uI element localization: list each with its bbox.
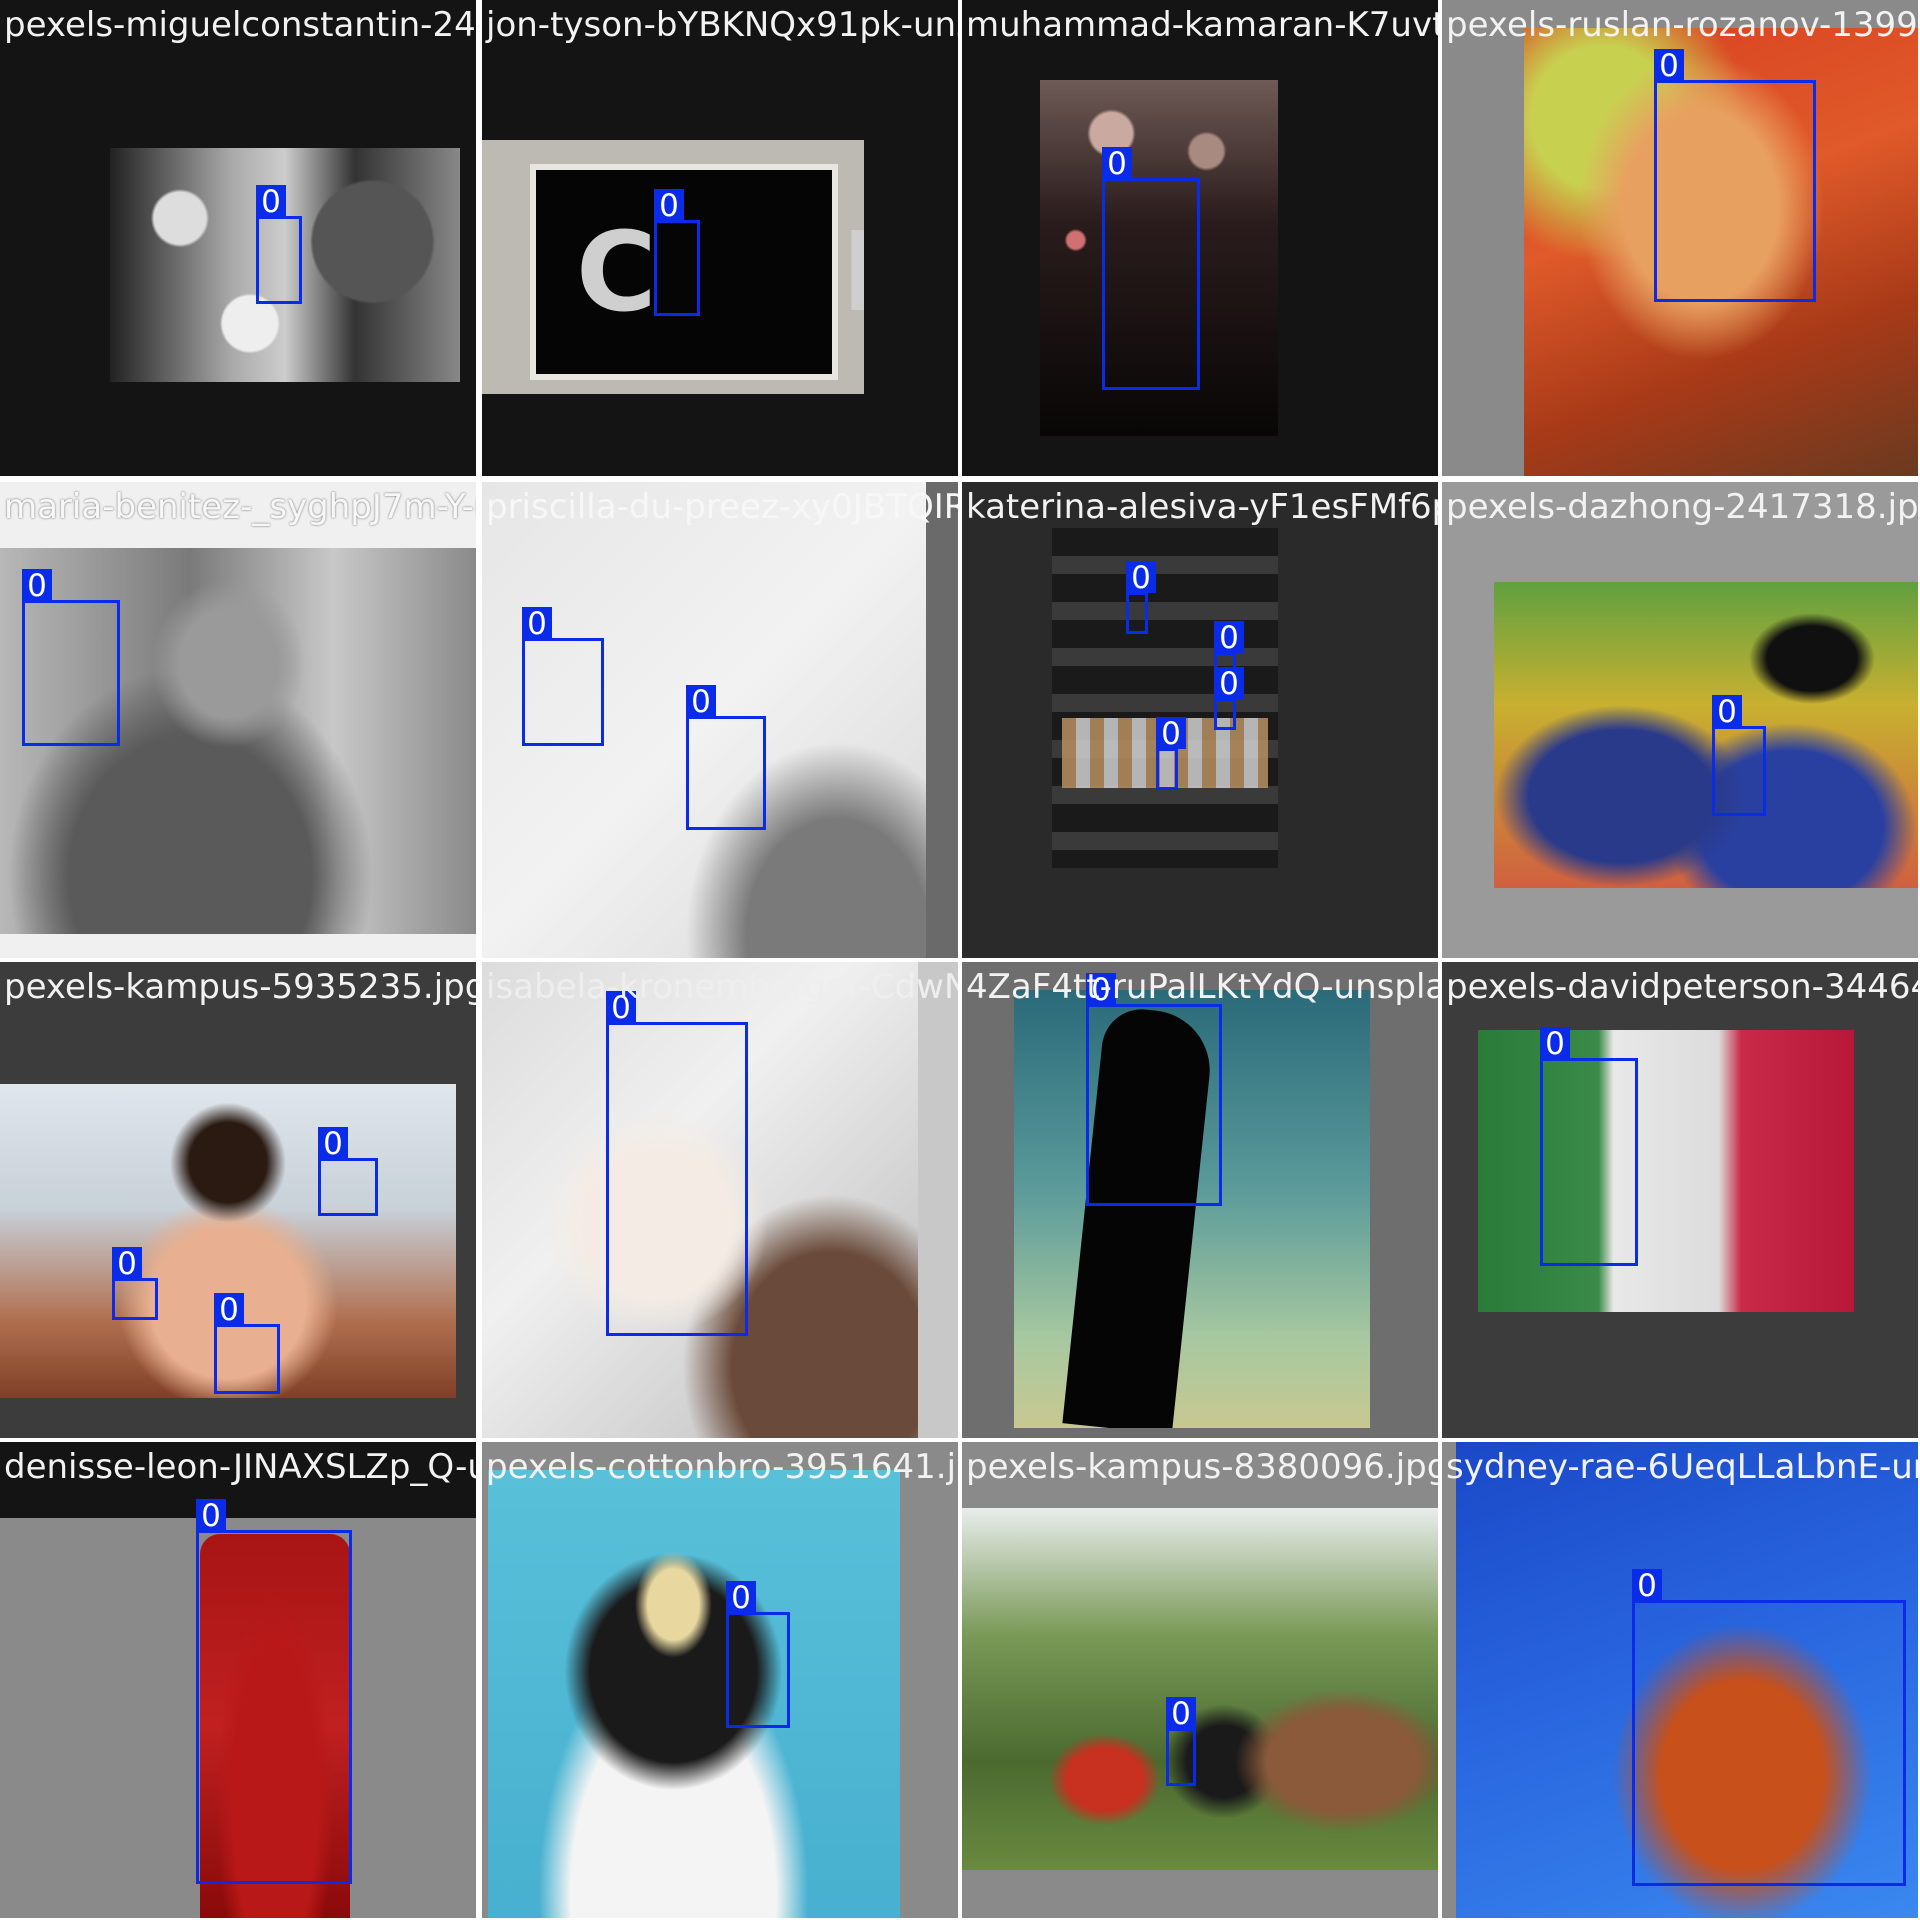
class-label: 0 [196, 1499, 226, 1533]
detection-box: 0 [726, 1581, 790, 1728]
class-label: 0 [1632, 1569, 1662, 1603]
filename-label: isabela-kronemberger-CdwNdzjFf41-unsplas… [486, 967, 958, 1007]
detection-box: 0 [1712, 695, 1766, 816]
detection-box: 0 [686, 685, 766, 830]
detection-box: 0 [214, 1293, 280, 1394]
class-label: 0 [1102, 147, 1132, 181]
tile-15: 0 pexels-kampus-8380096.jpg [962, 1442, 1438, 1918]
detection-box: 0 [1214, 667, 1244, 730]
detection-box: 0 [1654, 49, 1816, 302]
photo-wooden-hand-model [482, 962, 918, 1438]
class-label: 0 [1166, 1697, 1196, 1731]
detection-box: 0 [1632, 1569, 1906, 1886]
class-label: 0 [1214, 667, 1244, 701]
photo-four-friends-selfie [0, 1084, 456, 1398]
class-label: 0 [654, 189, 684, 223]
class-label: 0 [22, 569, 52, 603]
tile-8: 0 pexels-dazhong-2417318.jpg [1442, 482, 1918, 958]
class-label: 0 [1214, 621, 1244, 655]
detection-box: 0 [22, 569, 120, 746]
tile-7: 0 0 0 0 katerina-alesiva-yF1esFMf6ps-uns… [962, 482, 1438, 958]
detection-box: 0 [522, 607, 604, 746]
black-sign-panel: C N [530, 164, 864, 380]
tile-6: 0 0 priscilla-du-preez-xy0JBTQIRuY-unspl… [482, 482, 958, 958]
filename-label: pexels-kampus-5935235.jpg [4, 967, 476, 1007]
photo-silhouette-hand-sky [1014, 990, 1370, 1428]
detection-box: 0 [1126, 561, 1156, 634]
photo-wall-of-hand-figures [1052, 528, 1278, 868]
detection-box: 0 [196, 1499, 352, 1884]
filename-label: pexels-kampus-8380096.jpg [966, 1447, 1438, 1487]
tile-4: 0 pexels-ruslan-rozanov-1399-953720.jpg [1442, 0, 1918, 476]
class-label: 0 [1654, 49, 1684, 83]
photo-bw-man-selfie [0, 548, 476, 934]
filename-label: priscilla-du-preez-xy0JBTQIRuY-unsplash.… [486, 487, 958, 527]
tile-12: 0 pexels-davidpeterson-34464.jpg [1442, 962, 1918, 1438]
class-label: 0 [1156, 717, 1186, 751]
top-black-band [0, 1442, 476, 1518]
detection-box: 0 [1156, 717, 1186, 790]
detection-box: 0 [1102, 147, 1200, 390]
filename-label: jon-tyson-bYBKNQx91pk-unsplash.jpg [486, 5, 958, 45]
tile-10: 0 isabela-kronemberger-CdwNdzjFf41-unspl… [482, 962, 958, 1438]
photo-bw-raised-hands [482, 482, 926, 958]
class-label: 0 [256, 185, 286, 219]
photo-dark-concert-hand [1040, 80, 1278, 436]
class-label: 0 [1086, 973, 1116, 1007]
filename-label: katerina-alesiva-yF1esFMf6ps-unsplash.jp… [966, 487, 1438, 527]
tile-1: 0 pexels-miguelconstantin-2496613.jpg [0, 0, 476, 476]
photo-woman-mask-blue [488, 1470, 900, 1918]
detection-box: 0 [318, 1127, 378, 1216]
filename-label: sydney-rae-6UeqLLaLbnE-unsplash.jpg [1446, 1447, 1918, 1487]
class-label: 0 [318, 1127, 348, 1161]
detection-box: 0 [256, 185, 302, 304]
photo-red-glove-hand [200, 1534, 350, 1918]
tile-14: 0 pexels-cottonbro-3951641.jpg [482, 1442, 958, 1918]
filename-label: maria-benitez-_syghpJ7m-Y-unsplash.jpg [4, 487, 476, 527]
photo-wall-sign: C N [482, 140, 864, 394]
photo-hand-blue-sky [1456, 1442, 1918, 1918]
filename-label: pexels-davidpeterson-34464.jpg [1446, 967, 1918, 1007]
detection-box: 0 [654, 189, 700, 316]
photo-italian-flag-hand [1478, 1030, 1854, 1312]
tile-16: 0 sydney-rae-6UeqLLaLbnE-unsplash.jpg [1442, 1442, 1918, 1918]
class-label: 0 [1540, 1027, 1570, 1061]
class-label: 0 [522, 607, 552, 641]
sign-letters: C N [576, 208, 864, 336]
photo-orange-man-portrait [1524, 28, 1918, 476]
tile-11: 0 4ZaF4tt-ruPalLKtYdQ-unsplash.jpg [962, 962, 1438, 1438]
photo-couple-denim [1494, 582, 1918, 888]
class-label: 0 [214, 1293, 244, 1327]
class-label: 0 [1126, 561, 1156, 595]
filename-label: pexels-cottonbro-3951641.jpg [486, 1447, 958, 1487]
detection-box: 0 [112, 1247, 158, 1320]
filename-label: muhammad-kamaran-K7uvt8Rnecdg-unsplash.j… [966, 5, 1438, 45]
class-label: 0 [1712, 695, 1742, 729]
class-label: 0 [726, 1581, 756, 1615]
tile-3: 0 muhammad-kamaran-K7uvt8Rnecdg-unsplash… [962, 0, 1438, 476]
filename-label: pexels-miguelconstantin-2496613.jpg [4, 5, 476, 45]
detection-box: 0 [1540, 1027, 1638, 1266]
filename-label: denisse-leon-JINAXSLZp_Q-unsplash.jpg [4, 1447, 476, 1487]
photo-couple-outdoors [962, 1508, 1438, 1870]
class-label: 0 [606, 991, 636, 1025]
class-label: 0 [686, 685, 716, 719]
filename-label: 4ZaF4tt-ruPalLKtYdQ-unsplash.jpg [966, 967, 1438, 1007]
filename-label: pexels-ruslan-rozanov-1399-953720.jpg [1446, 5, 1918, 45]
detection-box: 0 [606, 991, 748, 1336]
detection-box: 0 [1086, 973, 1222, 1206]
tile-9: 0 0 0 pexels-kampus-5935235.jpg [0, 962, 476, 1438]
tile-5: 0 maria-benitez-_syghpJ7m-Y-unsplash.jpg [0, 482, 476, 958]
detection-box: 0 [1166, 1697, 1196, 1786]
tile-2: C N 0 jon-tyson-bYBKNQx91pk-unsplash.jpg [482, 0, 958, 476]
class-label: 0 [112, 1247, 142, 1281]
tile-13: 0 denisse-leon-JINAXSLZp_Q-unsplash.jpg [0, 1442, 476, 1918]
filename-label: pexels-dazhong-2417318.jpg [1446, 487, 1918, 527]
